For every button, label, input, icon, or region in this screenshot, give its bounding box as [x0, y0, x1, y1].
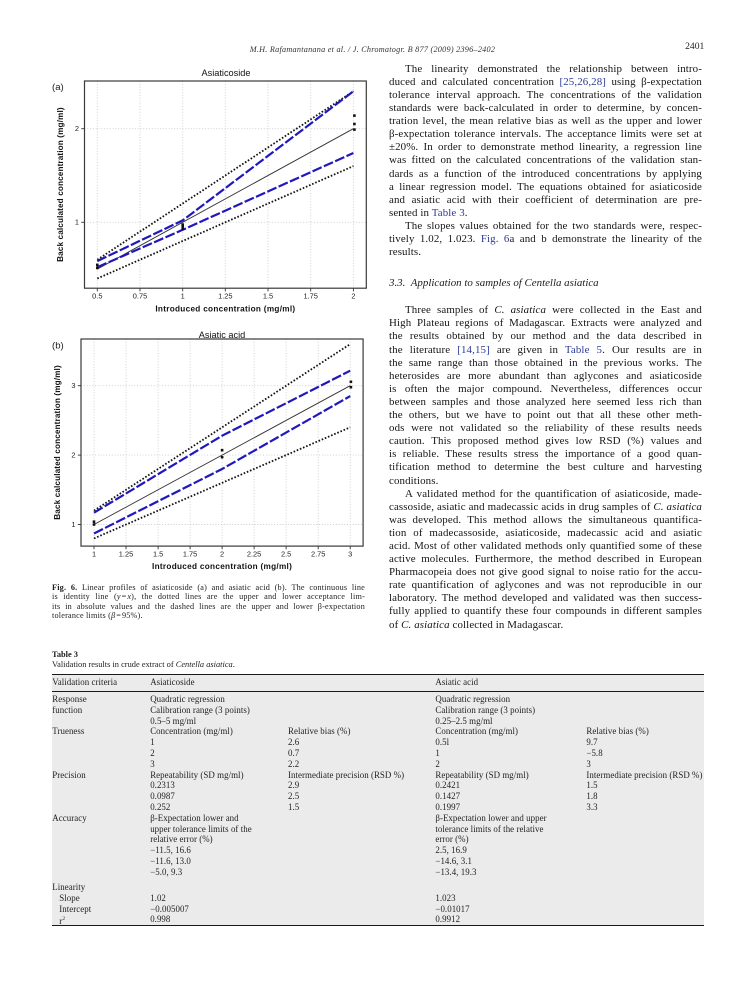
svg-text:Introduced concentration (mg/m: Introduced concentration (mg/ml) — [152, 562, 292, 571]
svg-text:Asiaticoside: Asiaticoside — [201, 68, 250, 78]
svg-text:Back calculated concentration: Back calculated concentration (mg/ml) — [56, 107, 65, 262]
svg-text:2.5: 2.5 — [281, 550, 291, 559]
svg-text:Asiatic acid: Asiatic acid — [199, 330, 245, 340]
svg-text:2: 2 — [220, 550, 224, 559]
svg-text:3: 3 — [71, 381, 75, 390]
svg-text:1: 1 — [71, 520, 75, 529]
svg-text:1.75: 1.75 — [183, 550, 197, 559]
svg-text:3: 3 — [348, 550, 352, 559]
svg-text:1.5: 1.5 — [153, 550, 163, 559]
svg-text:1: 1 — [75, 218, 79, 227]
svg-text:(b): (b) — [52, 340, 64, 351]
svg-text:1: 1 — [181, 292, 185, 301]
svg-text:0.75: 0.75 — [133, 292, 147, 301]
svg-text:0.5: 0.5 — [92, 292, 102, 301]
svg-text:1.25: 1.25 — [119, 550, 133, 559]
svg-text:Back calculated concentration: Back calculated concentration (mg/ml) — [53, 365, 62, 520]
svg-text:1.25: 1.25 — [218, 292, 232, 301]
svg-text:2: 2 — [75, 124, 79, 133]
svg-text:1.75: 1.75 — [304, 292, 318, 301]
svg-text:2.25: 2.25 — [247, 550, 261, 559]
svg-text:1.5: 1.5 — [263, 292, 273, 301]
svg-text:(a): (a) — [52, 82, 64, 93]
svg-text:1: 1 — [92, 550, 96, 559]
svg-text:2: 2 — [351, 292, 355, 301]
svg-text:Introduced concentration (mg/m: Introduced concentration (mg/ml) — [155, 305, 295, 314]
svg-text:2: 2 — [71, 451, 75, 460]
svg-text:2.75: 2.75 — [311, 550, 325, 559]
